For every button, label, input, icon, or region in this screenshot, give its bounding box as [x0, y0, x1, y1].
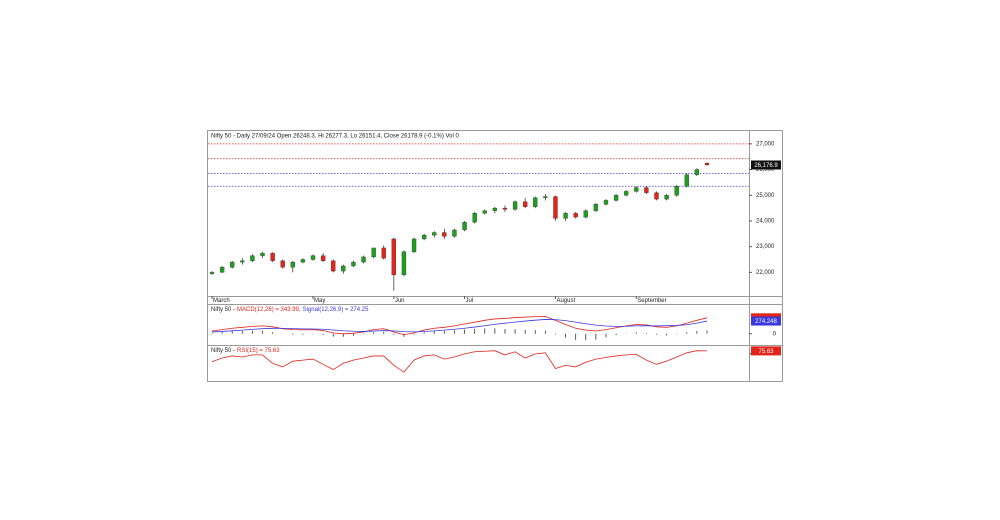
candle-body — [664, 195, 669, 200]
candle-body — [280, 260, 285, 268]
candle-body — [290, 261, 295, 268]
x-tick-label: August — [556, 298, 575, 304]
value-badge — [751, 316, 781, 326]
x-tick-label: May — [314, 298, 325, 304]
candle-body — [361, 256, 366, 263]
panel-label-prefix: Nifty 50 - — [211, 348, 235, 354]
candle-body — [492, 207, 498, 211]
candle-body — [401, 251, 407, 276]
y-tick-label: 27,000 — [756, 141, 775, 147]
x-tick-label: September — [637, 298, 666, 304]
candle-body — [230, 261, 235, 268]
frame — [207, 130, 783, 382]
candle-body — [240, 260, 245, 263]
chart-title: Nifty 50 - Daily 27/09/24 Open 26248.3, … — [211, 134, 459, 140]
candle-body — [300, 259, 306, 263]
last-price-badge — [751, 160, 781, 170]
candle-body — [482, 210, 487, 214]
candle-body — [432, 232, 437, 236]
legend-entry: Signal(12,26,9) = 274.25 — [303, 307, 370, 313]
candle-body — [704, 163, 710, 166]
candle-body — [533, 197, 538, 207]
y-tick-label: 26,000 — [756, 167, 775, 173]
y-tick-label: 22,000 — [756, 270, 775, 276]
y-tick-label: 25,000 — [756, 193, 775, 199]
candle-body — [523, 201, 528, 207]
y-tick-label: 24,000 — [756, 219, 775, 225]
value-badge — [751, 346, 781, 356]
candle-body — [502, 207, 508, 210]
candle-body — [634, 187, 639, 192]
candle-body — [260, 252, 265, 256]
candle-body — [563, 213, 568, 219]
candle-body — [452, 229, 457, 237]
candle-body — [674, 186, 679, 196]
candle-body — [573, 213, 578, 218]
candle-body — [381, 247, 386, 259]
candle-body — [411, 238, 417, 252]
candle-body — [684, 174, 689, 187]
candle-body — [472, 213, 477, 223]
candle-body — [320, 255, 326, 261]
value-badge-label: 274.248 — [755, 319, 777, 325]
candle-body — [512, 201, 518, 210]
last-price-badge-label: 26,176.9 — [754, 163, 778, 169]
candle-body — [583, 210, 588, 218]
legend-entry: MACD(12,26) = 343.99, — [237, 307, 301, 313]
candle-body — [694, 169, 700, 175]
x-tick-label: March — [213, 298, 230, 304]
candle-body — [391, 238, 396, 276]
value-badge-label: 75.63 — [758, 349, 774, 355]
candle-body — [442, 232, 447, 237]
series-line — [211, 350, 708, 373]
candle-body — [270, 252, 275, 261]
candle-body — [219, 267, 225, 273]
y-tick-label: 0 — [773, 331, 777, 337]
candle-body — [603, 200, 609, 205]
candle-body — [624, 191, 629, 196]
candle-body — [331, 260, 336, 272]
candle-body — [593, 204, 599, 211]
y-tick-label: 23,000 — [756, 244, 775, 250]
candle-body — [209, 272, 215, 274]
candle-body — [371, 247, 376, 258]
candle-body — [644, 187, 649, 193]
legend-entry: RSI(15) = 75.63 — [237, 348, 280, 354]
candle-body — [421, 234, 427, 240]
candle-body — [341, 265, 346, 272]
candle-body — [654, 192, 659, 200]
panel-label: Nifty 50 - RSI(15) = 75.63 — [211, 348, 280, 354]
candle-body — [250, 255, 255, 261]
x-tick-label: Jun — [395, 298, 405, 304]
candle-body — [613, 195, 619, 201]
candle-body — [553, 196, 558, 219]
candle-body — [462, 222, 467, 231]
x-tick-label: Jul — [466, 298, 474, 304]
candle-body — [543, 196, 548, 198]
panel-label-prefix: Nifty 50 - — [211, 307, 235, 313]
candle-body — [351, 261, 356, 267]
series-line — [211, 319, 708, 333]
candle-body — [310, 255, 316, 260]
panel-label: Nifty 50 - MACD(12,26) = 343.99, Signal(12… — [211, 307, 369, 313]
